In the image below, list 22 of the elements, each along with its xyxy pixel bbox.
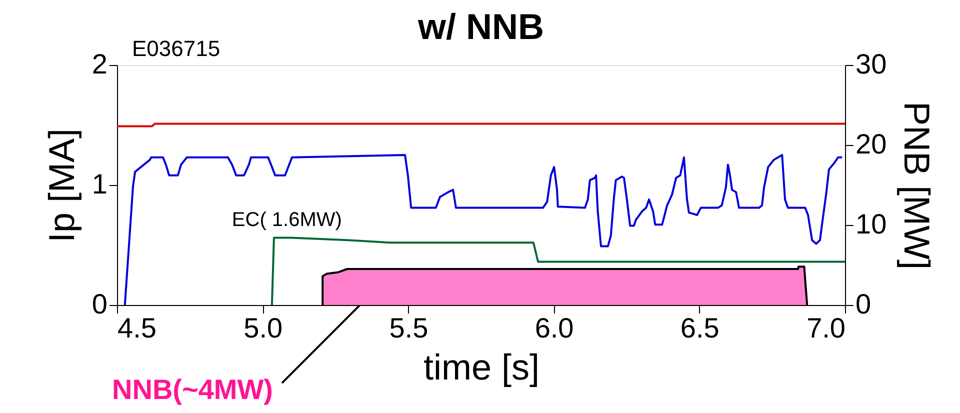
annotation: EC( 1.6MW) <box>232 208 342 231</box>
x-tick-label: 7.0 <box>806 312 846 344</box>
y2-tick-label: 20 <box>856 128 887 160</box>
line-series <box>124 154 844 306</box>
text: NNB(~4MW) <box>112 374 273 405</box>
y2-tick-label: 0 <box>856 288 872 320</box>
x-tick-label: 6.5 <box>680 312 720 344</box>
y-axis-title: Ip [MA] <box>40 128 82 243</box>
x-tick-label: 4.5 <box>118 312 156 344</box>
x-axis-title: time [s] <box>423 346 540 388</box>
y-tick-label: 2 <box>92 48 108 80</box>
x-tick-label: 5.0 <box>244 312 283 344</box>
y2-axis-title: PNB [MW] <box>896 102 938 270</box>
text: E036715 <box>132 36 220 61</box>
y2-tick-label: 10 <box>856 208 887 240</box>
x-tick-label: 5.5 <box>389 312 428 344</box>
y-tick-label: 0 <box>92 288 108 320</box>
y-tick-label: 1 <box>92 168 108 200</box>
chart-title: w/ NNB <box>417 6 544 47</box>
x-tick-label: 6.0 <box>534 312 574 344</box>
line-series <box>270 236 846 306</box>
y2-tick-label: 30 <box>856 48 887 80</box>
